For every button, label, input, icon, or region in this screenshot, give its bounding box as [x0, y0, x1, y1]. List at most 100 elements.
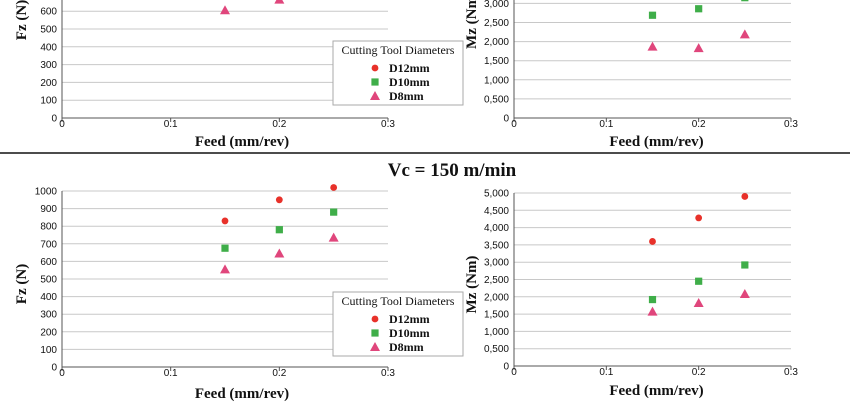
- bottom-mz-chart: 0 0,500 1,000 1,500 2,000 2,500 3,000 3,500 4,00…: [464, 189, 798, 400]
- legend-marker-d12mm: [371, 64, 379, 72]
- bottom-fz-x-tick-label: 0.2: [272, 368, 286, 379]
- legend-label-d12mm: D12mm: [389, 312, 430, 326]
- top-mz-y-tick-label: 0: [503, 114, 509, 125]
- top-mz-point-d10mm: [648, 11, 657, 19]
- top-mz-y-tick-label: 3,000: [484, 0, 509, 10]
- top-mz-x-axis-label: Feed (mm/rev): [609, 134, 703, 150]
- bottom-fz-y-tick-label: 900: [40, 204, 57, 215]
- bottom-fz-point-d10mm: [275, 226, 283, 234]
- top-fz-y-tick-label: 500: [40, 25, 57, 36]
- legend-label-d12mm: D12mm: [389, 61, 430, 75]
- top-mz-y-tick-label: 0,500: [484, 94, 509, 105]
- bottom-mz-y-tick-label: 1,000: [484, 327, 509, 338]
- top-fz-y-tick-label: 400: [40, 42, 57, 53]
- top-fz-point-d8mm: [220, 5, 230, 15]
- top-mz-y-axis-label: Mz (Nm): [464, 0, 480, 49]
- top-fz-y-axis-label: Fz (N): [14, 0, 30, 40]
- bottom-mz-point-d10mm: [741, 261, 749, 269]
- bottom-mz-y-tick-label: 4,500: [484, 206, 509, 217]
- bottom-mz-point-d10mm: [695, 277, 703, 285]
- bottom-mz-y-tick-label: 0: [503, 362, 509, 373]
- bottom-fz-x-axis-label: Feed (mm/rev): [195, 386, 289, 402]
- bottom-fz-y-tick-label: 200: [40, 327, 57, 338]
- top-fz-chart: 0 100 200 300 400 500 600 0 0.1 0.2 0.3 Feed (mm/re…: [14, 0, 395, 150]
- bottom-mz-x-tick-label: 0.3: [784, 367, 798, 378]
- bottom-mz-point-d10mm: [648, 295, 657, 304]
- bottom-mz-x-tick-label: 0.2: [692, 367, 706, 378]
- bottom-fz-point-d12mm: [330, 184, 338, 191]
- legend-marker-d12mm: [371, 315, 379, 323]
- bottom-mz-y-tick-label: 2,000: [484, 292, 509, 303]
- legend-marker-d8mm: [370, 91, 380, 100]
- legend-label-d8mm: D8mm: [389, 340, 424, 354]
- bottom-mz-x-tick-label: 0: [511, 367, 517, 378]
- bottom-fz-y-tick-label: 0: [51, 363, 57, 374]
- top-fz-x-tick-label: 0.2: [272, 119, 286, 130]
- bottom-fz-point-d12mm: [275, 196, 283, 204]
- bottom-fz-point-d8mm: [328, 232, 339, 242]
- bottom-fz-y-tick-label: 500: [40, 275, 57, 286]
- bottom-mz-point-d8mm: [647, 306, 658, 316]
- top-fz-x-tick-label: 0: [59, 119, 65, 130]
- bottom-mz-x-axis-label: Feed (mm/rev): [609, 383, 703, 399]
- top-mz-point-d10mm: [741, 0, 749, 2]
- legend-box: [332, 40, 464, 106]
- legend-label-d10mm: D10mm: [389, 326, 430, 340]
- top-mz-x-tick-label: 0: [511, 119, 517, 130]
- bottom-mz-point-d8mm: [739, 289, 750, 299]
- legend-marker-d8mm: [370, 342, 380, 351]
- legend-title: Cutting Tool Diameters: [342, 43, 455, 57]
- bottom-fz-y-tick-label: 600: [40, 257, 57, 268]
- bottom-fz-y-tick-label: 700: [40, 239, 57, 250]
- top-fz-y-tick-label: 0: [51, 114, 57, 125]
- top-mz-y-tick-label: 2,500: [484, 18, 509, 29]
- legend-label-d8mm: D8mm: [389, 89, 424, 103]
- bottom-fz-point-d12mm: [221, 217, 229, 225]
- legend-marker-d10mm: [371, 329, 379, 337]
- bottom-fz-y-tick-label: 1000: [35, 187, 58, 198]
- bottom-fz-y-tick-label: 300: [40, 310, 57, 321]
- bottom-mz-point-d12mm: [649, 238, 656, 245]
- bottom-mz-y-tick-label: 3,000: [484, 258, 509, 269]
- bottom-fz-point-d10mm: [330, 208, 338, 216]
- bottom-fz-x-tick-label: 0: [59, 368, 65, 379]
- bottom-mz-y-tick-label: 5,000: [484, 189, 509, 200]
- top-mz-point-d8mm: [647, 41, 658, 51]
- bottom-fz-point-d10mm: [221, 244, 229, 252]
- top-fz-point-d8mm: [274, 0, 285, 4]
- bottom-fz-y-tick-label: 800: [40, 222, 57, 233]
- bottom-fz-point-d8mm: [220, 264, 230, 274]
- bottom-fz-y-tick-label: 400: [40, 292, 57, 303]
- bottom-mz-point-d12mm: [741, 193, 749, 200]
- top-mz-point-d8mm: [739, 29, 750, 39]
- bottom-mz-point-d8mm: [693, 298, 704, 308]
- top-fz-y-tick-label: 600: [40, 7, 57, 18]
- top-fz-y-tick-label: 200: [40, 78, 57, 89]
- bottom-mz-y-tick-label: 3,500: [484, 240, 509, 251]
- top-mz-chart: 0 0,500 1,000 1,500 2,000 2,500 3,000 0 0.1 0.2 0.…: [464, 0, 798, 150]
- bottom-mz-y-tick-label: 4,000: [484, 223, 509, 234]
- bottom-mz-y-tick-label: 2,500: [484, 275, 509, 286]
- section-title: Vc = 150 m/min: [388, 160, 517, 181]
- top-fz-x-tick-label: 0.1: [164, 119, 178, 130]
- top-mz-y-tick-label: 1,500: [484, 56, 509, 67]
- legend-title: Cutting Tool Diameters: [342, 294, 455, 308]
- legend-marker-d10mm: [371, 78, 379, 86]
- bottom-mz-y-tick-label: 0,500: [484, 344, 509, 355]
- legend-label-d10mm: D10mm: [389, 75, 430, 89]
- bottom-mz-x-tick-label: 0.1: [599, 367, 613, 378]
- top-mz-x-tick-label: 0.2: [692, 119, 706, 130]
- top-fz-x-tick-label: 0.3: [381, 119, 395, 130]
- bottom-mz-y-axis-label: Mz (Nm): [464, 256, 480, 314]
- bottom-mz-y-tick-label: 1,500: [484, 310, 509, 321]
- top-fz-y-tick-label: 300: [40, 60, 57, 71]
- top-fz-x-axis-label: Feed (mm/rev): [195, 134, 289, 150]
- top-mz-y-tick-label: 1,000: [484, 75, 509, 86]
- top-fz-y-tick-label: 100: [40, 96, 57, 107]
- legend-box: [332, 291, 464, 357]
- top-mz-x-tick-label: 0.1: [599, 119, 613, 130]
- top-mz-y-tick-label: 2,000: [484, 37, 509, 48]
